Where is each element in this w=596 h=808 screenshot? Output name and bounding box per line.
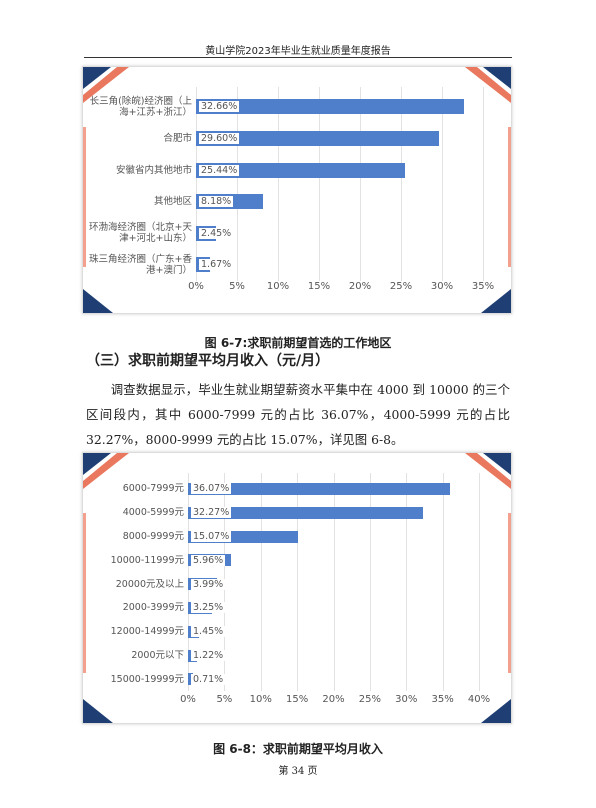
paragraph: 调查数据显示，毕业生就业期望薪资水平集中在 4000 到 10000 的三个区间… bbox=[86, 382, 510, 447]
x-tick-label: 35% bbox=[431, 694, 454, 705]
category-label: 15000-19999元 bbox=[110, 673, 184, 685]
category-label: 8000-9999元 bbox=[122, 531, 184, 542]
value-label: 15.07% bbox=[191, 531, 232, 542]
grid-line bbox=[369, 473, 371, 692]
category-label: 12000-14999元 bbox=[110, 626, 184, 638]
category-label: 2000-3999元 bbox=[122, 602, 184, 614]
category-label: 2000元以下 bbox=[131, 650, 184, 661]
grid-line bbox=[278, 87, 279, 281]
x-tick-label: 15% bbox=[286, 694, 309, 705]
category-label: 安徽省内其他地市 bbox=[115, 164, 192, 176]
figure-caption: 图 6-8：求职前期望平均月收入 bbox=[213, 742, 383, 756]
grid-line bbox=[442, 473, 444, 692]
x-tick-label: 10% bbox=[266, 281, 290, 292]
x-tick-label: 30% bbox=[395, 694, 418, 705]
category-label: 珠三角经济圈（广东+香港+澳门） bbox=[89, 253, 192, 276]
category-label: 20000元及以上 bbox=[115, 578, 184, 590]
x-tick-label: 25% bbox=[358, 694, 381, 705]
x-tick-label: 10% bbox=[249, 694, 272, 705]
value-label: 1.22% bbox=[191, 650, 226, 661]
category-label: 4000-5999元 bbox=[122, 507, 184, 519]
x-tick-label: 35% bbox=[471, 281, 495, 292]
grid-line bbox=[196, 87, 197, 281]
section-title: （三）求职前期望平均月收入（元/月） bbox=[86, 353, 330, 369]
x-tick-label: 30% bbox=[430, 281, 454, 292]
grid-line bbox=[401, 87, 402, 281]
grid-line bbox=[297, 473, 299, 692]
value-label: 3.25% bbox=[191, 602, 226, 614]
category-label: 6000-7999元 bbox=[122, 483, 184, 495]
x-tick-label: 20% bbox=[348, 281, 372, 292]
bar bbox=[196, 162, 405, 178]
header-rule bbox=[84, 57, 512, 58]
value-label: 32.27% bbox=[191, 507, 232, 519]
category-label: 长三角(除皖)经济圈（上海+江苏+浙江） bbox=[89, 95, 192, 118]
value-label: 29.60% bbox=[199, 132, 240, 144]
x-tick-label: 5% bbox=[229, 281, 245, 292]
x-tick-label: 40% bbox=[467, 694, 491, 705]
value-label: 2.45% bbox=[199, 227, 234, 239]
grid-line bbox=[483, 87, 484, 281]
category-label: 合肥市 bbox=[163, 132, 192, 144]
grid-line bbox=[319, 87, 320, 281]
value-label: 0.71% bbox=[191, 673, 226, 685]
x-tick-label: 15% bbox=[307, 281, 331, 292]
x-tick-label: 5% bbox=[216, 694, 233, 705]
x-tick-label: 25% bbox=[389, 281, 413, 292]
chart-frame: 0% 5% 10% 15% 20% 25% 30% 35% 40% 6000-7999元 36.07… bbox=[82, 452, 512, 724]
value-label: 1.45% bbox=[191, 626, 226, 638]
value-label: 3.99% bbox=[191, 578, 226, 590]
bar bbox=[196, 99, 464, 115]
grid-line bbox=[406, 473, 408, 692]
bar bbox=[188, 482, 451, 495]
grid-line bbox=[360, 87, 361, 281]
chart-frame: 0% 5% 10% 15% 20% 25% 30% 35% 长三角(除皖)经济圈（上海+江苏+浙… bbox=[82, 66, 512, 314]
x-tick-label: 0% bbox=[180, 694, 196, 705]
category-label: 10000-11999元 bbox=[110, 554, 184, 566]
page-number: 第 34 页 bbox=[278, 766, 318, 777]
header: 黄山学院2023年毕业生就业质量年度报告 bbox=[205, 46, 391, 57]
value-label: 25.44% bbox=[199, 164, 240, 176]
grid-line bbox=[237, 87, 238, 281]
value-label: 5.96% bbox=[191, 554, 226, 566]
category-label: 环渤海经济圈（北京+天津+河北+山东） bbox=[89, 222, 192, 245]
decoration bbox=[83, 453, 511, 723]
bar bbox=[188, 506, 423, 519]
x-tick-label: 0% bbox=[188, 281, 204, 292]
grid-line bbox=[442, 87, 443, 281]
figure-caption: 图 6-7:求职前期望首选的工作地区 bbox=[204, 336, 392, 350]
value-label: 1.67% bbox=[199, 259, 234, 271]
value-label: 32.66% bbox=[199, 101, 240, 113]
grid-line bbox=[333, 473, 335, 692]
grid-line bbox=[260, 473, 262, 692]
decoration bbox=[83, 67, 511, 313]
value-label: 8.18% bbox=[199, 196, 234, 208]
bar bbox=[196, 130, 439, 146]
grid-line bbox=[479, 473, 480, 692]
x-tick-label: 20% bbox=[322, 694, 345, 705]
category-label: 其他地区 bbox=[153, 196, 192, 208]
bar bbox=[188, 673, 194, 686]
value-label: 36.07% bbox=[191, 483, 232, 495]
